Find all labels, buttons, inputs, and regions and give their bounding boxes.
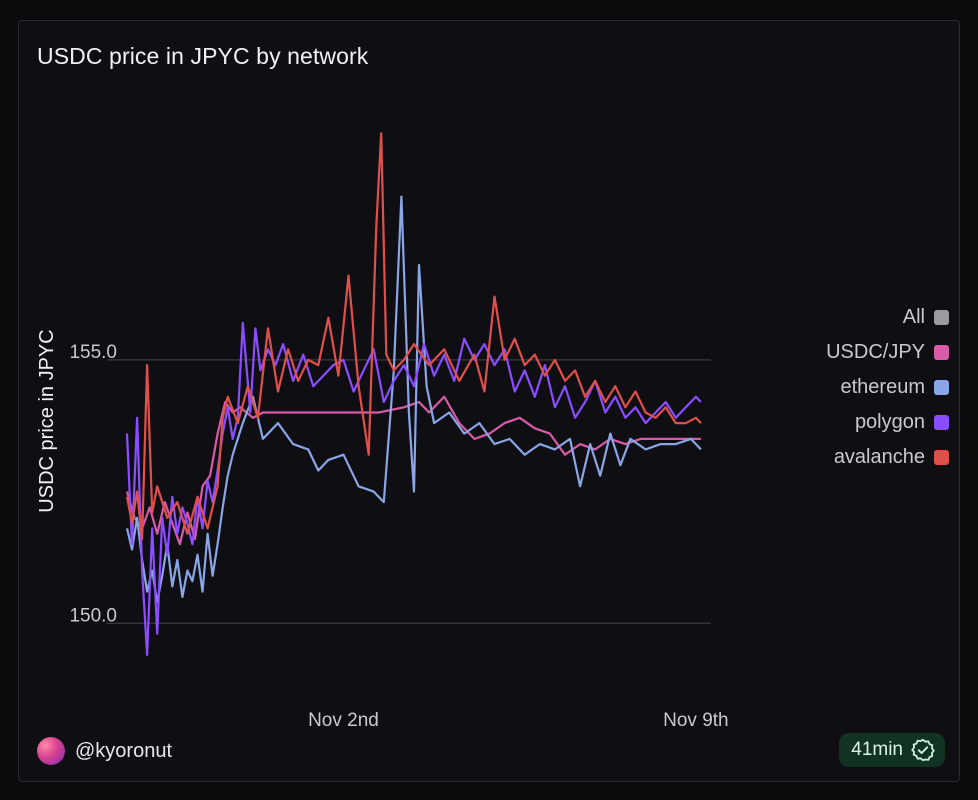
refresh-badge[interactable]: 41min (839, 733, 945, 767)
legend-label: All (902, 306, 925, 328)
check-badge-icon (911, 738, 935, 762)
series-line-ethereum (125, 195, 702, 604)
legend-swatch (934, 310, 949, 325)
x-tick-labels: Nov 2nd Nov 9th (308, 710, 729, 731)
series-line-polygon (125, 321, 702, 657)
legend-item-all[interactable]: All (903, 303, 949, 332)
legend-swatch (934, 380, 949, 395)
series-lines (125, 132, 702, 657)
author-link[interactable]: @kyoronut (37, 737, 172, 765)
legend-item-polygon[interactable]: polygon (855, 408, 949, 437)
x-tick-label: Nov 2nd (308, 710, 379, 731)
grid-lines (107, 359, 711, 624)
chart-card: USDC price in JPYC by network 150.0 155.0… (18, 20, 960, 782)
legend-label: avalanche (833, 446, 925, 468)
legend-swatch (934, 345, 949, 360)
y-tick-label: 150.0 (69, 605, 117, 626)
series-line-usdc-jpy (125, 395, 701, 546)
legend-swatch (934, 450, 949, 465)
chart-legend: All USDC/JPY ethereum polygon avalanche (809, 303, 949, 472)
legend-swatch (934, 415, 949, 430)
user-avatar (37, 737, 65, 765)
legend-item-ethereum[interactable]: ethereum (840, 373, 949, 402)
line-chart: 150.0 155.0 Nov 2nd Nov 9th USDC price in … (36, 132, 729, 731)
legend-label: USDC/JPY (826, 341, 925, 363)
y-axis-label: USDC price in JPYC (36, 329, 58, 512)
username: @kyoronut (75, 739, 173, 762)
legend-label: polygon (854, 411, 925, 433)
y-tick-labels: 150.0 155.0 (69, 342, 117, 626)
legend-item-avalanche[interactable]: avalanche (834, 443, 949, 472)
y-tick-label: 155.0 (69, 342, 117, 363)
legend-item-usdc-jpy[interactable]: USDC/JPY (826, 338, 949, 367)
x-tick-label: Nov 9th (663, 710, 728, 731)
series-line-avalanche (125, 132, 702, 541)
refresh-time: 41min (851, 739, 903, 760)
legend-label: ethereum (840, 376, 926, 398)
chart-title: USDC price in JPYC by network (37, 43, 369, 69)
